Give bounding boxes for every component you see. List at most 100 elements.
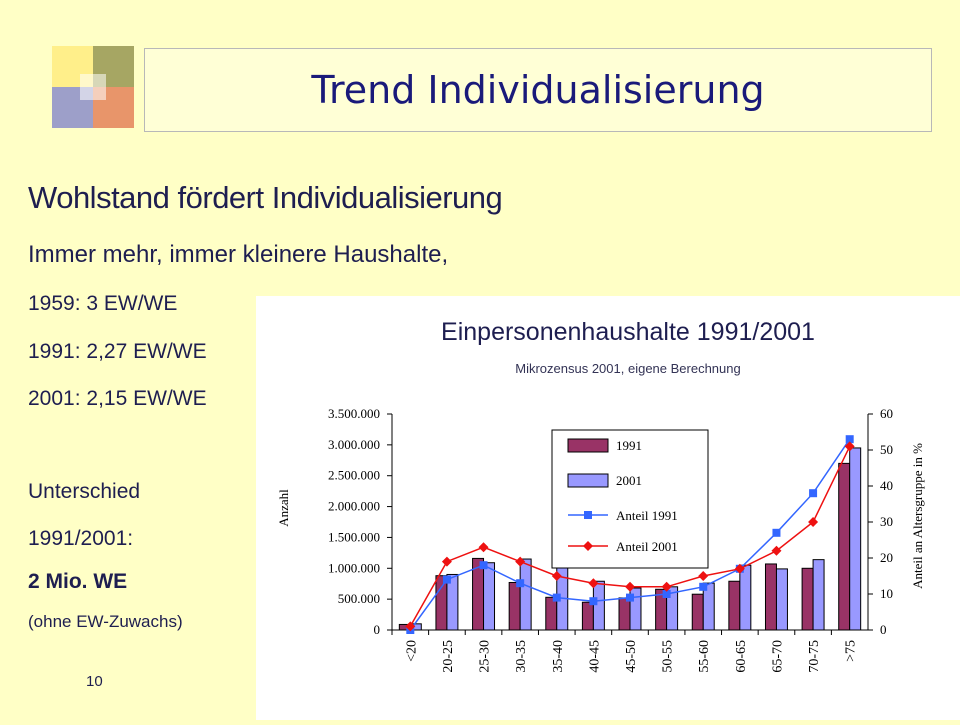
x-tick-label: 40-45	[587, 640, 602, 673]
x-tick-label: 55-60	[697, 640, 712, 673]
point-anteil-1991	[699, 582, 708, 591]
bar-1991	[691, 593, 704, 631]
y2-tick-label: 20	[880, 550, 893, 565]
point-anteil-2001	[625, 581, 635, 592]
ratio-line-1959: 1959: 3 EW/WE	[28, 292, 178, 315]
x-tick-label: 60-65	[734, 640, 749, 673]
x-tick-label: 50-55	[661, 640, 676, 673]
point-anteil-1991	[626, 593, 634, 602]
diff-value: 2 Mio. WE	[28, 570, 128, 593]
bar-2001	[702, 582, 715, 631]
point-anteil-1991	[662, 590, 671, 598]
x-tick-label: 70-75	[807, 640, 822, 673]
y-tick-label: 3.500.000	[328, 406, 380, 421]
bar-2001	[739, 564, 752, 631]
x-tick-label: 20-25	[441, 640, 456, 673]
page-number: 10	[86, 673, 103, 690]
x-tick-label: 45-50	[624, 640, 639, 673]
bar-2001	[812, 559, 825, 631]
point-anteil-1991	[516, 579, 525, 588]
slide-heading: Wohlstand fördert Individualisierung	[28, 180, 503, 215]
point-anteil-2001	[551, 571, 562, 581]
bar-2001	[849, 447, 862, 631]
point-anteil-2001	[844, 441, 855, 452]
point-anteil-2001	[698, 571, 709, 581]
point-anteil-2001	[478, 542, 489, 553]
bar-1991	[838, 462, 851, 631]
diff-label-2: 1991/2001:	[28, 527, 134, 550]
y-tick-label: 1.500.000	[328, 529, 380, 544]
x-tick-label: <20	[404, 640, 419, 662]
y-tick-label: 1.000.000	[328, 560, 380, 575]
legend-marker-anteil-2001	[583, 541, 593, 551]
bar-2001	[666, 586, 679, 631]
slide-logo	[52, 46, 134, 128]
y2-tick-label: 50	[880, 442, 893, 457]
slide-title: Trend Individualisierung	[311, 68, 765, 112]
x-tick-label: 30-35	[514, 640, 529, 673]
legend-label-anteil-1991: Anteil 1991	[616, 508, 678, 523]
legend-box	[551, 429, 709, 569]
y2-tick-label: 0	[880, 622, 887, 637]
point-anteil-1991	[442, 575, 451, 584]
y2-tick-label: 60	[880, 406, 893, 421]
chart-legend: 1991 2001 Anteil 1991 Anteil 2001	[551, 429, 709, 569]
point-anteil-2001	[515, 556, 526, 567]
title-box: Trend Individualisierung	[144, 48, 932, 132]
bar-1991	[764, 563, 777, 631]
diff-label-1: Unterschied	[28, 480, 141, 503]
x-tick-label: 35-40	[551, 640, 566, 673]
legend-label-anteil-2001: Anteil 2001	[616, 539, 678, 554]
bar-2001	[483, 562, 496, 631]
point-anteil-1991	[589, 597, 598, 606]
bar-1991	[435, 575, 448, 631]
y-tick-label: 500.000	[338, 591, 380, 606]
legend-label-2001: 2001	[616, 473, 642, 488]
bar-1991	[581, 601, 594, 631]
y-tick-label: 2.500.000	[328, 468, 380, 483]
bar-1991	[618, 597, 631, 631]
bar-2001	[775, 568, 788, 631]
y-tick-label: 2.000.000	[328, 499, 380, 514]
ratio-line-2001: 2001: 2,15 EW/WE	[28, 387, 207, 410]
y-tick-label: 3.000.000	[328, 437, 380, 452]
point-anteil-2001	[661, 581, 672, 592]
x-tick-label: 65-70	[770, 640, 785, 673]
chart-svg: Einpersonenhaushalte 1991/2001 Mikrozens…	[276, 318, 925, 673]
point-anteil-2001	[441, 556, 452, 567]
point-anteil-1991	[772, 528, 781, 537]
bar-1991	[545, 596, 558, 631]
bar-2001	[519, 558, 532, 631]
bar-1991	[508, 581, 521, 631]
point-anteil-1991	[809, 489, 818, 498]
x-tick-label: >75	[844, 640, 859, 662]
point-anteil-2001	[405, 621, 416, 632]
legend-marker-anteil-1991	[584, 511, 592, 519]
bar-1991	[728, 580, 741, 631]
point-anteil-1991	[845, 435, 854, 444]
chart-title: Einpersonenhaushalte 1991/2001	[441, 318, 815, 346]
logo-center-square	[80, 74, 106, 100]
ratio-line-1991: 1991: 2,27 EW/WE	[28, 340, 207, 363]
chart-panel: Einpersonenhaushalte 1991/2001 Mikrozens…	[256, 296, 960, 720]
chart-content: 0 500.000 1.000.000 1.500.000 2.000.000 2.500…	[328, 406, 893, 673]
point-anteil-1991	[479, 561, 488, 570]
bar-2001	[629, 587, 642, 631]
y-tick-label: 0	[374, 622, 381, 637]
chart-subtitle: Mikrozensus 2001, eigene Berechnung	[515, 361, 740, 376]
point-anteil-2001	[734, 563, 745, 574]
point-anteil-2001	[771, 545, 782, 556]
bar-2001	[446, 573, 459, 631]
point-anteil-2001	[808, 517, 819, 527]
point-anteil-2001	[588, 578, 599, 589]
bar-2001	[592, 580, 605, 631]
x-tick-label: 25-30	[478, 640, 493, 673]
y-axis-label: Anzahl	[276, 489, 291, 527]
legend-label-1991: 1991	[616, 438, 642, 453]
point-anteil-1991	[552, 593, 561, 602]
y2-tick-label: 40	[880, 478, 893, 493]
diff-note: (ohne EW-Zuwachs)	[28, 612, 183, 631]
y2-tick-label: 30	[880, 514, 893, 529]
legend-swatch-2001	[567, 473, 609, 488]
legend-swatch-1991	[567, 438, 609, 453]
